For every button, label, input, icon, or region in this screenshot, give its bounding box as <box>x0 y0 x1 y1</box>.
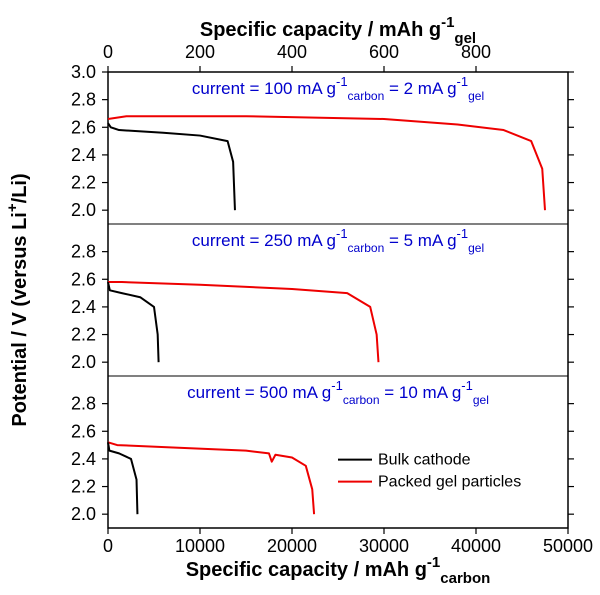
svg-text:current = 100 mA g-1carbon = 2: current = 100 mA g-1carbon = 2 mA g-1gel <box>192 74 484 103</box>
svg-text:Specific capacity / mAh g-1gel: Specific capacity / mAh g-1gel <box>200 14 476 47</box>
svg-text:Potential / V (versus Li+/Li): Potential / V (versus Li+/Li) <box>4 173 31 426</box>
svg-text:2.6: 2.6 <box>71 117 96 137</box>
svg-text:current = 250 mA g-1carbon = 5: current = 250 mA g-1carbon = 5 mA g-1gel <box>192 226 484 255</box>
svg-text:2.8: 2.8 <box>71 90 96 110</box>
svg-text:2.4: 2.4 <box>71 145 96 165</box>
svg-text:0: 0 <box>103 42 113 62</box>
svg-text:30000: 30000 <box>359 536 409 556</box>
discharge-curves-chart: 0100002000030000400005000002004006008002… <box>0 0 600 595</box>
svg-text:2.2: 2.2 <box>71 173 96 193</box>
svg-text:Bulk cathode: Bulk cathode <box>378 452 471 469</box>
svg-text:2.2: 2.2 <box>71 477 96 497</box>
svg-text:40000: 40000 <box>451 536 501 556</box>
svg-text:2.4: 2.4 <box>71 449 96 469</box>
svg-text:Specific capacity / mAh g-1car: Specific capacity / mAh g-1carbon <box>186 554 491 587</box>
svg-text:2.4: 2.4 <box>71 297 96 317</box>
svg-text:Packed gel particles: Packed gel particles <box>378 474 521 491</box>
svg-text:20000: 20000 <box>267 536 317 556</box>
svg-text:0: 0 <box>103 536 113 556</box>
svg-text:2.8: 2.8 <box>71 242 96 262</box>
svg-text:2.6: 2.6 <box>71 421 96 441</box>
svg-text:2.6: 2.6 <box>71 269 96 289</box>
svg-text:400: 400 <box>277 42 307 62</box>
svg-text:2.0: 2.0 <box>71 200 96 220</box>
chart-container: 0100002000030000400005000002004006008002… <box>0 0 600 595</box>
svg-text:3.0: 3.0 <box>71 62 96 82</box>
svg-text:10000: 10000 <box>175 536 225 556</box>
svg-text:current = 500 mA g-1carbon = 1: current = 500 mA g-1carbon = 10 mA g-1ge… <box>187 378 489 407</box>
svg-text:200: 200 <box>185 42 215 62</box>
svg-text:50000: 50000 <box>543 536 593 556</box>
svg-text:2.0: 2.0 <box>71 352 96 372</box>
svg-text:2.2: 2.2 <box>71 325 96 345</box>
svg-text:600: 600 <box>369 42 399 62</box>
svg-text:2.0: 2.0 <box>71 504 96 524</box>
svg-text:2.8: 2.8 <box>71 394 96 414</box>
